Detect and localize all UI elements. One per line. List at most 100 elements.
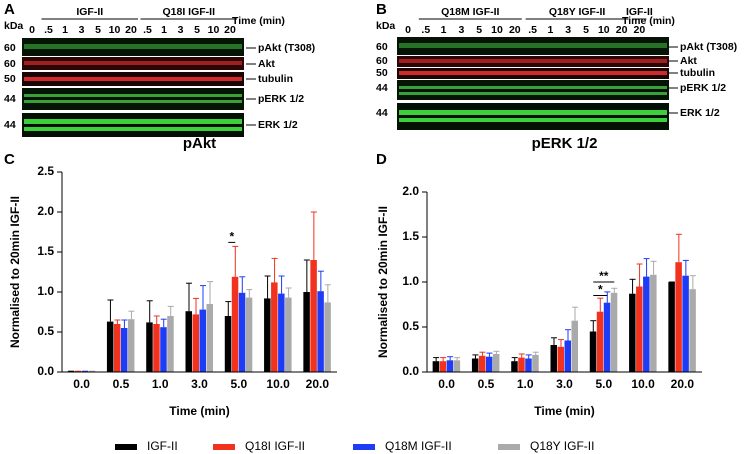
bar <box>485 356 493 372</box>
error-bar <box>200 285 206 310</box>
panel-label: D <box>376 151 387 168</box>
y-tick-label: 0.0 <box>37 364 54 378</box>
lane-label: 3 <box>79 24 85 36</box>
lane-label: .5 <box>528 24 537 36</box>
error-bar <box>153 315 160 324</box>
error-bar <box>324 284 331 303</box>
lane-label: 3 <box>565 24 571 36</box>
bar <box>303 292 310 372</box>
error-bar <box>107 299 114 322</box>
bar <box>636 286 643 372</box>
bar <box>689 289 696 372</box>
lane-label: 3 <box>458 24 464 36</box>
bar <box>564 340 571 372</box>
panel-label: C <box>4 151 15 168</box>
bar <box>439 361 447 372</box>
kda-label: kDa <box>4 20 23 32</box>
bar <box>518 357 525 372</box>
error-bar <box>121 319 128 328</box>
group-label: IGF-II <box>76 6 103 18</box>
lane-label: 10 <box>208 24 220 36</box>
bar <box>446 360 454 372</box>
mw-label: 60 <box>4 42 16 54</box>
y-tick-label: 2.0 <box>402 184 419 198</box>
blot-image-b <box>397 37 669 130</box>
x-tick-label: 1.0 <box>517 377 534 391</box>
error-bar <box>636 263 643 287</box>
bar <box>153 324 160 372</box>
y-tick-label: 1.5 <box>402 229 419 243</box>
mw-label: 60 <box>376 41 388 53</box>
error-bar <box>193 297 199 315</box>
x-tick-label: 20.0 <box>306 377 330 391</box>
lane-label: 10 <box>598 24 610 36</box>
error-bar <box>486 352 493 357</box>
mw-label: 44 <box>376 107 388 119</box>
x-tick-label: 1.0 <box>152 377 169 391</box>
bar <box>478 355 486 372</box>
lane-label: 5 <box>476 24 482 36</box>
bar <box>224 316 232 372</box>
bar <box>532 354 539 372</box>
lane-label: 1 <box>161 24 167 36</box>
error-bar <box>128 310 135 320</box>
error-bar <box>643 258 650 277</box>
bar <box>453 360 461 372</box>
error-bar <box>558 339 564 347</box>
error-bar <box>225 301 232 316</box>
bar <box>245 297 253 372</box>
error-bar <box>285 287 292 298</box>
lane-label: 0 <box>405 24 411 36</box>
x-tick-label: 5.0 <box>595 377 612 391</box>
error-bar <box>186 282 192 312</box>
error-bar <box>611 287 618 293</box>
error-bar <box>114 319 121 324</box>
error-bar <box>278 275 285 294</box>
x-tick-label: 3.0 <box>191 377 208 391</box>
mw-label: 50 <box>4 73 16 85</box>
x-tick-label: 5.0 <box>230 377 247 391</box>
x-tick-label: 3.0 <box>556 377 573 391</box>
band-label: Akt <box>258 58 275 70</box>
chart-title: pERK 1/2 <box>532 135 598 152</box>
bar <box>682 275 689 372</box>
bar <box>199 309 206 372</box>
error-bar <box>246 289 253 298</box>
bar <box>571 320 578 372</box>
band-label: ERK 1/2 <box>680 107 720 119</box>
band-label: tubulin <box>680 67 715 79</box>
error-bar <box>572 306 578 321</box>
lane-label: 1 <box>547 24 553 36</box>
legend-label: IGF-II <box>147 439 178 453</box>
significance-label: * <box>229 230 234 244</box>
y-tick-label: 1.5 <box>37 244 54 258</box>
error-bar <box>433 357 440 362</box>
lane-label: 20 <box>509 24 521 36</box>
bar <box>160 327 167 372</box>
error-bar <box>167 305 174 316</box>
bar <box>324 302 331 372</box>
bar <box>264 298 271 372</box>
bar <box>146 322 153 372</box>
bar <box>643 276 650 372</box>
x-axis-label: Time (min) <box>534 404 594 418</box>
lane-label: 5 <box>583 24 589 36</box>
error-bar <box>310 211 317 260</box>
time-label: Time (min) <box>232 15 285 27</box>
bar <box>525 358 532 372</box>
error-bar <box>303 259 310 292</box>
legend-swatch <box>213 444 235 450</box>
error-bar <box>511 357 518 362</box>
band-label: ERK 1/2 <box>258 119 298 131</box>
legend-label: Q18I IGF-II <box>245 439 305 453</box>
error-bar <box>597 297 604 312</box>
error-bar <box>264 275 271 299</box>
mw-label: 44 <box>4 119 16 131</box>
lane-label: 10 <box>491 24 503 36</box>
lane-label: 20 <box>634 24 646 36</box>
bar <box>650 274 657 372</box>
x-tick-label: 10.0 <box>266 377 290 391</box>
y-tick-label: 2.0 <box>37 204 54 218</box>
bar <box>167 316 174 372</box>
group-label: Q18M IGF-II <box>441 6 499 18</box>
